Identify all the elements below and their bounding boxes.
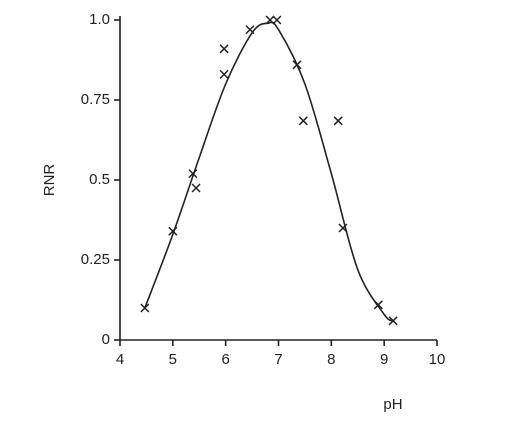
point: [140, 303, 150, 313]
x-tick-label: 6: [221, 351, 229, 368]
point: [188, 169, 198, 179]
x-tick-label: 7: [274, 351, 282, 368]
point: [265, 15, 275, 25]
x-axis-label: pH: [383, 396, 402, 413]
point: [298, 116, 308, 126]
x-tick-label: 5: [169, 351, 177, 368]
y-tick-label: 1.0: [89, 11, 110, 28]
point: [338, 223, 348, 233]
x-tick-label: 9: [380, 351, 388, 368]
y-tick-label: 0.5: [89, 171, 110, 188]
fit-curve: [144, 21, 394, 322]
y-axis-label: RNR: [41, 164, 58, 197]
point: [168, 226, 178, 236]
point: [219, 69, 229, 79]
point: [292, 60, 302, 70]
y-tick-label: 0.25: [81, 251, 110, 268]
x-tick-label: 10: [429, 351, 446, 368]
y-tick-label: 0.75: [81, 91, 110, 108]
y-tick-label: 0: [102, 331, 110, 348]
point: [388, 316, 398, 326]
point: [245, 25, 255, 35]
point: [219, 44, 229, 54]
point: [191, 183, 201, 193]
point: [373, 300, 383, 310]
point: [272, 15, 282, 25]
x-tick-label: 8: [327, 351, 335, 368]
x-tick-label: 4: [116, 351, 124, 368]
point: [333, 116, 343, 126]
